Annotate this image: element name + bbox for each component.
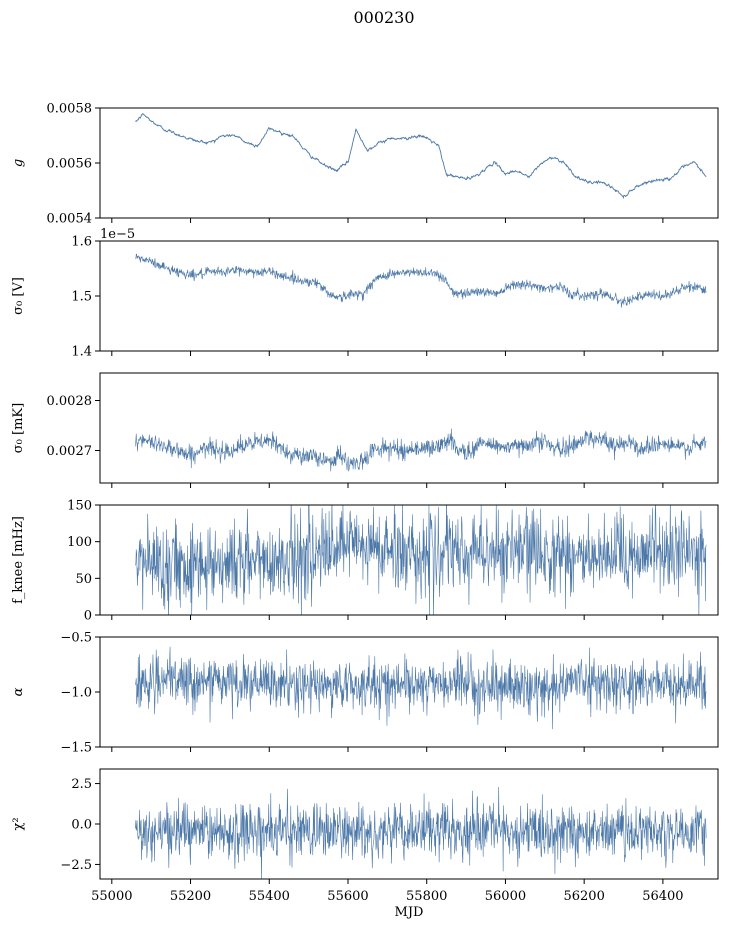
panel-3: 0.0027 0.0028 σ₀ [mK] xyxy=(11,372,719,488)
panel-6: −2.5 0.0 2.5 55000 55200 55400 55600 55800 56000… xyxy=(11,768,719,920)
panel-4: 0 50 100 150 f_knee [mHz] xyxy=(11,499,719,624)
x-tick-label: 55400 xyxy=(249,889,290,904)
y-tick-label: 1.5 xyxy=(71,290,92,305)
y-tick-label: −1.5 xyxy=(60,741,92,756)
axes-frame xyxy=(99,107,719,219)
panel-5: −1.5 −1.0 −0.5 α xyxy=(11,631,719,756)
y-axis-label: σ₀ [mK] xyxy=(11,403,26,453)
x-tick-label: 55600 xyxy=(327,889,368,904)
x-axis-label: MJD xyxy=(395,905,424,920)
axes-frame xyxy=(99,372,719,484)
axes-frame xyxy=(99,768,719,880)
y-tick-label: 150 xyxy=(67,499,92,514)
y-axis-label: g xyxy=(11,159,26,167)
x-tick-label: 56000 xyxy=(485,889,526,904)
y-tick-label: 0.0054 xyxy=(47,212,93,227)
y-axis-label: χ² xyxy=(11,817,26,830)
y-axis-label: σ₀ [V] xyxy=(11,277,26,315)
y-tick-label: 0.0 xyxy=(71,818,92,833)
panel-2: 1.4 1.5 1.6 1e−5 σ₀ [V] xyxy=(11,227,719,360)
x-tick-label: 56200 xyxy=(563,889,604,904)
y-axis-label: f_knee [mHz] xyxy=(11,516,26,604)
x-tick-label: 55800 xyxy=(406,889,447,904)
series-line-5-1 xyxy=(135,646,707,730)
y-tick-label: 1.4 xyxy=(71,345,92,360)
y-tick-label: 0.0056 xyxy=(47,157,93,172)
y-tick-label: −0.5 xyxy=(60,631,92,646)
panel-1: 0.0054 0.0056 0.0058 g xyxy=(11,102,719,227)
y-tick-label: 1.6 xyxy=(71,235,92,250)
y-tick-label: 0.0058 xyxy=(47,102,93,117)
y-tick-label: 100 xyxy=(67,535,92,550)
series-line-6-1 xyxy=(135,787,707,879)
x-tick-label: 55000 xyxy=(91,889,132,904)
y-axis-label: α xyxy=(11,687,26,696)
axes-frame xyxy=(99,240,719,352)
x-tick-label: 55200 xyxy=(170,889,211,904)
series-line-3-1 xyxy=(135,428,707,472)
y-tick-label: 2.5 xyxy=(71,777,92,792)
x-tick-label: 56400 xyxy=(642,889,683,904)
y-tick-label: 0.0028 xyxy=(47,394,93,409)
series-line-4-1 xyxy=(135,505,707,615)
panels: 0.0054 0.0056 0.0058 g 1.4 1.5 1.6 1e−5 σ₀ [V] 0.… xyxy=(11,102,719,920)
series-line-1-1 xyxy=(135,113,707,200)
y-tick-label: −2.5 xyxy=(60,858,92,873)
axes-frame xyxy=(99,504,719,616)
y-tick-label: 0.0027 xyxy=(47,444,93,459)
y-tick-label: 0 xyxy=(84,609,92,624)
y-tick-label: 50 xyxy=(75,572,92,587)
y-tick-label: −1.0 xyxy=(60,686,92,701)
series-line-2-1 xyxy=(135,253,707,308)
y-offset-label: 1e−5 xyxy=(100,227,135,242)
figure-title: 000230 xyxy=(353,8,414,27)
